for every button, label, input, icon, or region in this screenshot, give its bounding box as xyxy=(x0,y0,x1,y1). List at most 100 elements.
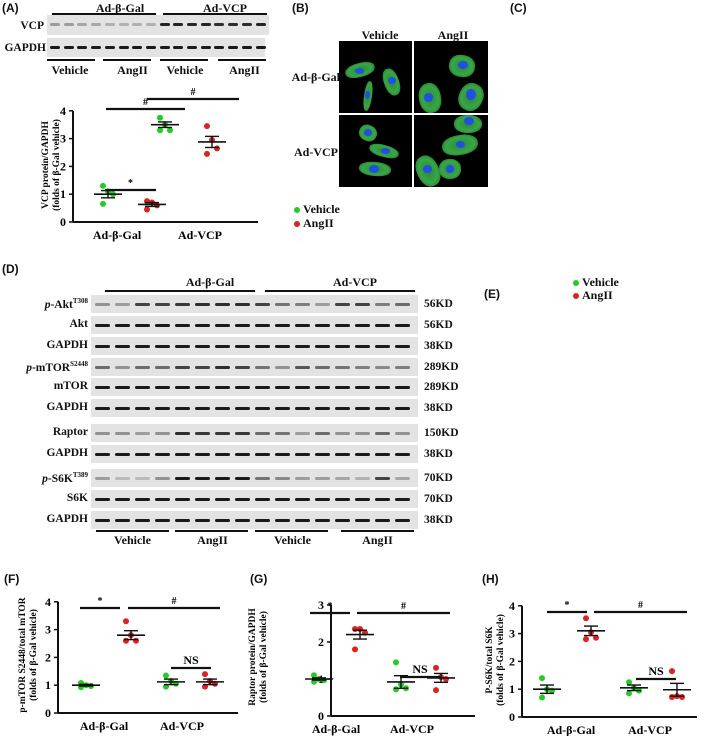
svg-text:#: # xyxy=(172,596,177,607)
chart-a-vcp-protein: 0 1 2 3 4 Ad-β-Gal Ad-VCP VCP protein/GAPDH(fol… xyxy=(41,87,258,242)
svg-text:VCP protein/GAPDH(folds of β-G: VCP protein/GAPDH(folds of β-Gal vehicle… xyxy=(41,119,62,211)
molecular-weight-label: 38KD xyxy=(424,514,453,526)
svg-text:4: 4 xyxy=(60,104,66,118)
svg-text:3: 3 xyxy=(60,132,66,146)
svg-text:4: 4 xyxy=(509,599,515,613)
chart-f-pmtor: 0 1 2 3 4 Ad-β-Gal Ad-VCP p-mTOR S2448/total mT… xyxy=(18,595,238,733)
condition-label: AngII xyxy=(197,533,228,547)
condition-label: AngII xyxy=(362,533,393,547)
molecular-weight-label: 289KD xyxy=(424,361,459,373)
blot-label-gapdh: GAPDH xyxy=(4,42,46,54)
condition-bar xyxy=(96,530,169,532)
micrograph-bgal-vehicle xyxy=(339,41,412,113)
molecular-weight-label: 38KD xyxy=(424,448,453,460)
condition-bar xyxy=(47,59,95,61)
condition-label: Vehicle xyxy=(274,533,311,547)
panel-h-label: (H) xyxy=(482,572,499,586)
group-label-ad-vcp: Ad-VCP xyxy=(203,1,247,15)
molecular-weight-label: 70KD xyxy=(424,493,453,505)
blot-row xyxy=(91,424,418,442)
blot-label: GAPDH xyxy=(46,513,88,525)
legend-angii-dot xyxy=(294,221,300,227)
group-bar xyxy=(105,290,255,292)
svg-text:0: 0 xyxy=(60,215,66,229)
group-label-ad-bgal: Ad-β-Gal xyxy=(95,1,145,15)
micrograph-vcp-angii xyxy=(414,115,488,187)
panel-e-label: (E) xyxy=(484,287,500,301)
col-label-angii: AngII xyxy=(437,28,469,42)
svg-text:2: 2 xyxy=(509,654,515,668)
blot-label: GAPDH xyxy=(46,401,88,413)
blot-label-vcp: VCP xyxy=(20,20,44,32)
blot-label: mTOR xyxy=(53,380,88,392)
svg-text:Ad-VCP: Ad-VCP xyxy=(178,228,222,242)
svg-text:#: # xyxy=(401,601,406,612)
blot-label: Akt xyxy=(69,318,88,330)
group-label-ad-bgal: Ad-β-Gal xyxy=(185,275,235,289)
blot-row xyxy=(91,295,418,313)
svg-text:3: 3 xyxy=(45,623,51,637)
svg-text:Ad-β-Gal: Ad-β-Gal xyxy=(312,722,361,736)
svg-text:Ad-β-Gal: Ad-β-Gal xyxy=(93,228,142,242)
blot-label: p-S6KT389 xyxy=(42,471,88,485)
group-bar xyxy=(163,13,267,15)
molecular-weight-label: 56KD xyxy=(424,319,453,331)
svg-text:4: 4 xyxy=(45,595,51,609)
svg-text:1: 1 xyxy=(45,678,51,692)
svg-text:0: 0 xyxy=(45,706,51,720)
blot-label: Raptor xyxy=(52,426,88,438)
blot-row xyxy=(91,511,418,529)
molecular-weight-label: 289KD xyxy=(424,381,459,393)
svg-text:*: * xyxy=(128,178,133,189)
group-bar xyxy=(265,290,415,292)
blot-row-vcp xyxy=(47,15,269,35)
blot-label: p-mTORS2448 xyxy=(26,360,88,374)
blot-row xyxy=(91,469,418,487)
condition-bar xyxy=(175,530,248,532)
panel-b-label: (B) xyxy=(292,1,309,15)
blot-label: GAPDH xyxy=(46,447,88,459)
row-label-ad-bgal: Ad-β-Gal xyxy=(291,70,340,84)
molecular-weight-label: 70KD xyxy=(424,472,453,484)
svg-text:#: # xyxy=(191,87,196,98)
legend-vehicle-label: Vehicle xyxy=(303,202,340,216)
blot-label: S6K xyxy=(66,492,88,504)
molecular-weight-label: 38KD xyxy=(424,402,453,414)
svg-text:*: * xyxy=(328,601,333,612)
condition-bar xyxy=(103,59,151,61)
svg-text:0: 0 xyxy=(318,709,324,723)
condition-label: Vehicle xyxy=(166,63,204,77)
blot-row xyxy=(91,445,418,463)
blot-row xyxy=(91,337,418,355)
legend-angii-label: AngII xyxy=(582,288,613,302)
svg-text:Ad-VCP: Ad-VCP xyxy=(160,719,204,733)
micrograph-vcp-vehicle xyxy=(339,115,412,187)
svg-text:Ad-β-Gal: Ad-β-Gal xyxy=(80,719,129,733)
svg-text:Raptor protein/GAPDH(folds of: Raptor protein/GAPDH(folds of β-Gal vehi… xyxy=(248,608,269,706)
legend-vehicle-label: Vehicle xyxy=(582,275,619,289)
condition-label: AngII xyxy=(117,63,148,77)
svg-text:2: 2 xyxy=(318,635,324,649)
svg-text:#: # xyxy=(638,600,643,611)
svg-text:*: * xyxy=(98,596,103,607)
blot-row xyxy=(91,399,418,417)
svg-text:0: 0 xyxy=(509,710,515,724)
blot-label: p-AktT308 xyxy=(44,297,88,311)
legend-angii-label: AngII xyxy=(303,216,334,230)
svg-text:2: 2 xyxy=(45,650,51,664)
blot-row-gapdh xyxy=(47,38,265,57)
micrograph-bgal-angii xyxy=(414,41,488,113)
blot-label: GAPDH xyxy=(46,339,88,351)
svg-text:p-mTOR S2448/total mTOR(folds: p-mTOR S2448/total mTOR(folds of β-Gal v… xyxy=(18,597,39,712)
svg-text:3: 3 xyxy=(509,627,515,641)
condition-bar xyxy=(218,59,266,61)
group-label-ad-vcp: Ad-VCP xyxy=(333,275,377,289)
svg-text:Ad-VCP: Ad-VCP xyxy=(390,722,434,736)
panel-a-label: (A) xyxy=(2,1,19,15)
condition-label: Vehicle xyxy=(114,533,151,547)
svg-text:#: # xyxy=(143,97,148,108)
blot-row xyxy=(91,316,418,334)
legend-angii-dot xyxy=(573,293,579,299)
